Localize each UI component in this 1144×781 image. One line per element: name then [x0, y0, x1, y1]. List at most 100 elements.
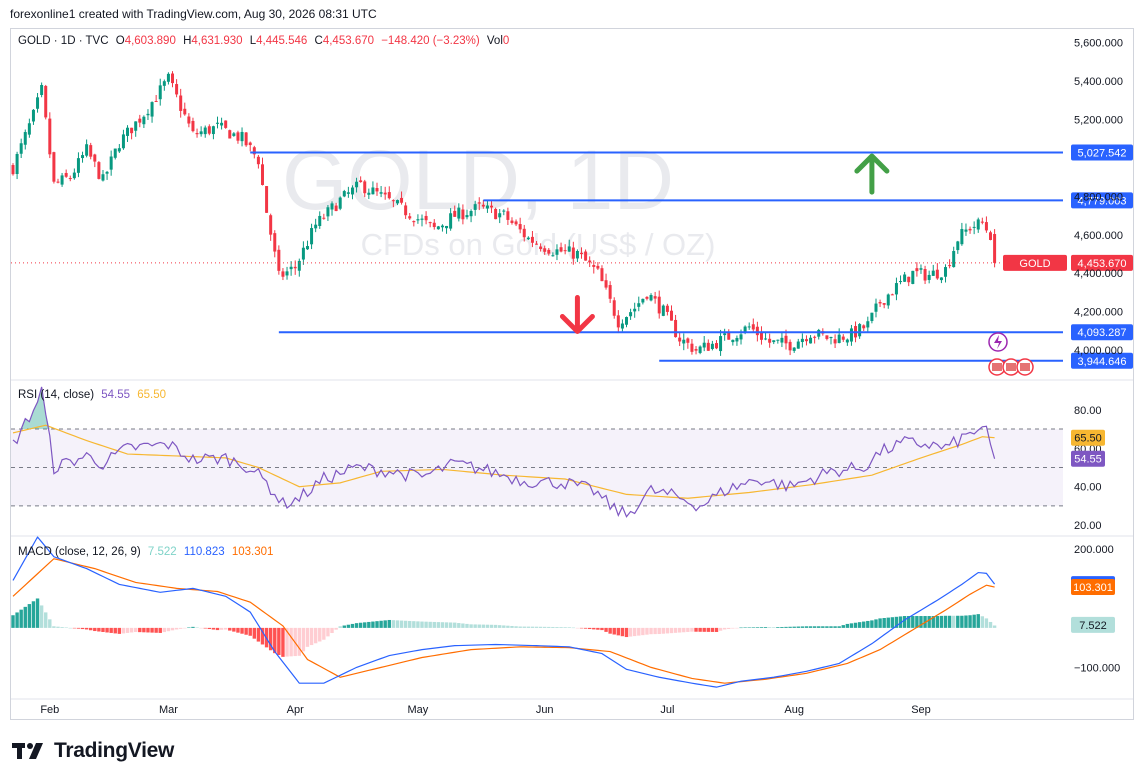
candle-body[interactable]: [952, 251, 956, 268]
candle-body[interactable]: [60, 175, 64, 185]
candle-body[interactable]: [604, 280, 608, 288]
candle-body[interactable]: [171, 73, 175, 84]
candle-body[interactable]: [44, 85, 48, 118]
candle-body[interactable]: [686, 338, 690, 343]
candle-body[interactable]: [530, 236, 534, 243]
candle-body[interactable]: [931, 270, 935, 276]
candle-body[interactable]: [944, 267, 948, 277]
candle-body[interactable]: [616, 315, 620, 328]
candle-body[interactable]: [166, 73, 170, 82]
candle-body[interactable]: [461, 209, 465, 220]
candle-body[interactable]: [440, 225, 444, 228]
candle-body[interactable]: [150, 102, 154, 117]
candle-body[interactable]: [334, 205, 338, 212]
candle-body[interactable]: [739, 334, 743, 340]
candle-body[interactable]: [473, 204, 477, 210]
candle-body[interactable]: [277, 249, 281, 271]
candle-body[interactable]: [584, 251, 588, 261]
candle-body[interactable]: [310, 228, 314, 245]
candle-body[interactable]: [784, 335, 788, 344]
candle-body[interactable]: [608, 285, 612, 299]
candle-body[interactable]: [882, 303, 886, 305]
candle-body[interactable]: [76, 158, 80, 173]
candle-body[interactable]: [297, 260, 301, 271]
candle-body[interactable]: [281, 271, 285, 277]
candle-body[interactable]: [93, 154, 97, 162]
candle-body[interactable]: [514, 221, 518, 225]
candle-body[interactable]: [874, 303, 878, 312]
candle-body[interactable]: [220, 122, 224, 126]
candle-body[interactable]: [948, 265, 952, 267]
candle-body[interactable]: [804, 339, 808, 342]
candle-body[interactable]: [903, 274, 907, 282]
macd-legend-label[interactable]: MACD (close, 12, 26, 9): [18, 546, 141, 558]
rsi-legend-label[interactable]: RSI (14, close): [18, 389, 95, 401]
candle-body[interactable]: [772, 340, 776, 343]
candle-body[interactable]: [714, 343, 718, 349]
candle-body[interactable]: [809, 337, 813, 344]
candle-body[interactable]: [142, 116, 146, 125]
candle-body[interactable]: [899, 281, 903, 283]
candle-body[interactable]: [833, 339, 837, 344]
candle-body[interactable]: [375, 188, 379, 192]
candle-body[interactable]: [669, 310, 673, 321]
candle-body[interactable]: [15, 153, 19, 175]
candle-body[interactable]: [383, 192, 387, 195]
candle-body[interactable]: [240, 131, 244, 142]
candle-body[interactable]: [81, 155, 85, 159]
candle-body[interactable]: [526, 237, 530, 240]
candle-body[interactable]: [575, 250, 579, 259]
candle-body[interactable]: [134, 121, 138, 131]
candle-body[interactable]: [657, 296, 661, 314]
candle-body[interactable]: [612, 300, 616, 316]
candle-body[interactable]: [236, 132, 240, 141]
candle-body[interactable]: [727, 332, 731, 340]
candle-body[interactable]: [40, 84, 44, 95]
candle-body[interactable]: [126, 127, 130, 136]
candle-body[interactable]: [633, 308, 637, 312]
candle-body[interactable]: [915, 268, 919, 272]
candle-body[interactable]: [391, 200, 395, 202]
candle-body[interactable]: [813, 336, 817, 338]
candle-body[interactable]: [710, 343, 714, 349]
macd-signal-line[interactable]: [12, 558, 995, 684]
candle-body[interactable]: [11, 165, 15, 175]
candle-body[interactable]: [907, 276, 911, 283]
candle-body[interactable]: [244, 132, 248, 146]
candle-body[interactable]: [293, 266, 297, 269]
candle-body[interactable]: [743, 326, 747, 333]
candle-body[interactable]: [759, 332, 763, 340]
candle-body[interactable]: [322, 217, 326, 219]
candle-body[interactable]: [269, 215, 273, 235]
candle-body[interactable]: [694, 349, 698, 351]
candle-body[interactable]: [829, 336, 833, 339]
candle-body[interactable]: [379, 192, 383, 194]
candle-body[interactable]: [596, 265, 600, 269]
candle-body[interactable]: [445, 225, 449, 229]
candle-body[interactable]: [543, 248, 547, 252]
candle-body[interactable]: [27, 123, 31, 135]
candle-body[interactable]: [993, 234, 997, 263]
candle-body[interactable]: [502, 210, 506, 212]
candle-body[interactable]: [600, 268, 604, 282]
candle-body[interactable]: [706, 342, 710, 351]
candle-body[interactable]: [371, 187, 375, 195]
candle-body[interactable]: [571, 247, 575, 259]
candle-body[interactable]: [653, 296, 657, 299]
chart-frame[interactable]: GOLD, 1D CFDs on Gold (US$ / OZ) 5,027.5…: [10, 28, 1134, 720]
candle-body[interactable]: [436, 226, 440, 230]
candle-body[interactable]: [637, 303, 641, 307]
candle-body[interactable]: [841, 336, 845, 340]
candle-body[interactable]: [64, 172, 68, 177]
candle-body[interactable]: [510, 220, 514, 223]
candle-body[interactable]: [23, 132, 27, 145]
candle-body[interactable]: [68, 178, 72, 180]
candle-body[interactable]: [404, 205, 408, 216]
candle-body[interactable]: [52, 152, 56, 182]
candle-body[interactable]: [972, 226, 976, 228]
candle-body[interactable]: [318, 215, 322, 226]
candle-body[interactable]: [207, 126, 211, 134]
candle-body[interactable]: [256, 156, 260, 165]
candle-body[interactable]: [878, 302, 882, 304]
candle-body[interactable]: [105, 171, 109, 174]
